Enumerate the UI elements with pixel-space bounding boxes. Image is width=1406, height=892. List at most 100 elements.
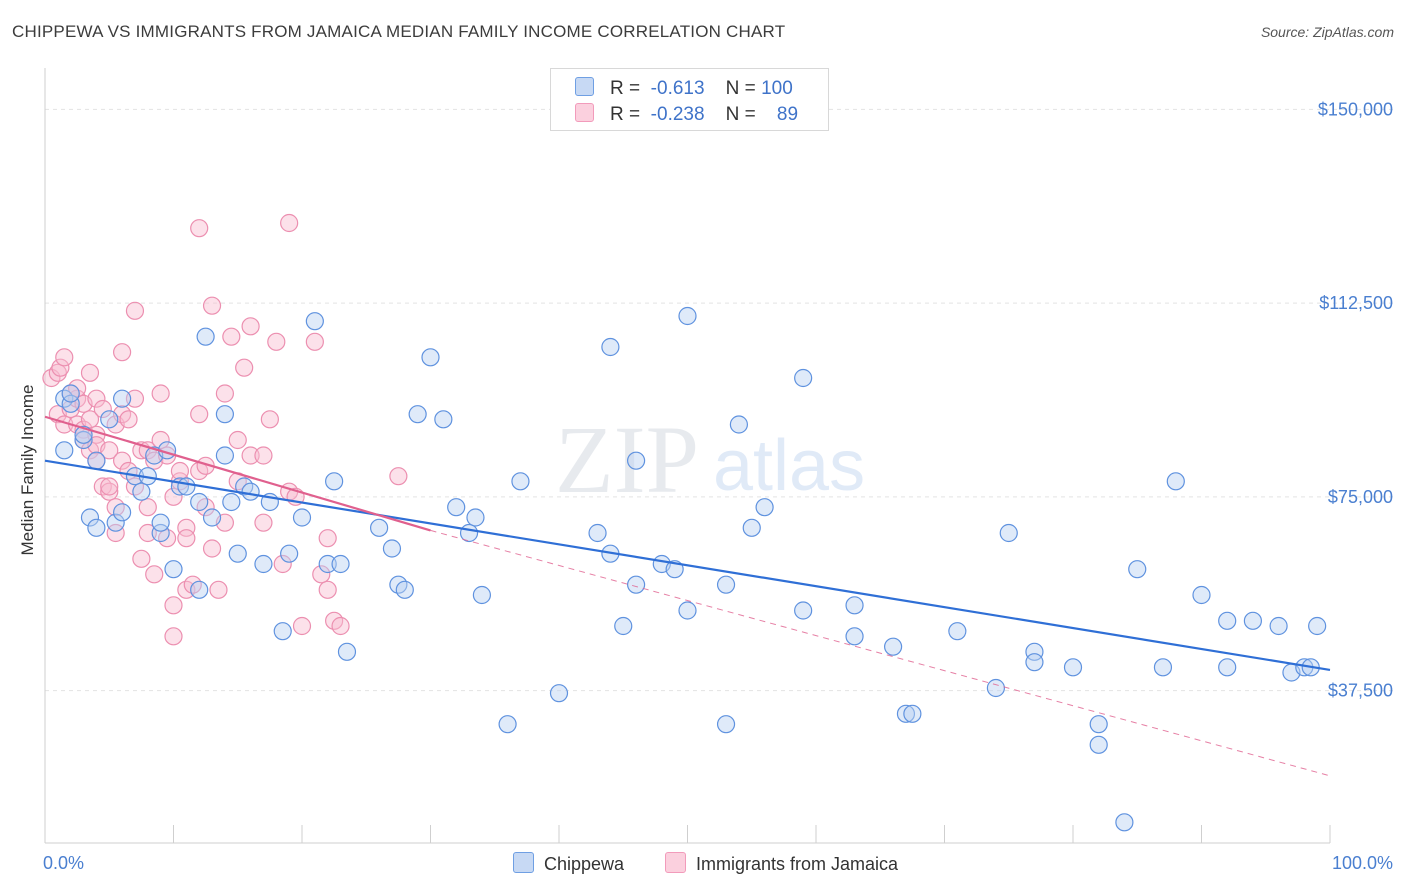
legend-row-chippewa: R = -0.613 N = 100 — [575, 77, 793, 99]
jamaica-point — [267, 332, 286, 351]
chippewa-point — [382, 539, 402, 558]
jamaica-point — [106, 523, 125, 543]
chippewa-point — [1166, 472, 1185, 491]
chippewa-point — [151, 513, 170, 532]
chippewa-point — [196, 327, 215, 346]
series-jamaica-points — [42, 213, 408, 646]
chippewa-point — [1153, 658, 1173, 677]
chippewa-point — [742, 518, 761, 537]
chippewa-point — [74, 425, 93, 444]
chippewa-point — [1128, 560, 1147, 579]
y-axis-label: Median Family Income — [18, 384, 37, 555]
jamaica-point — [389, 467, 408, 486]
chippewa-point — [132, 482, 151, 501]
chippewa-point — [87, 451, 106, 470]
chippewa-point — [794, 368, 813, 388]
bottom-legend-label-chippewa: Chippewa — [544, 854, 625, 874]
y-tick-label: $150,000 — [1318, 99, 1393, 119]
jamaica-point — [235, 358, 254, 377]
x-tick-labels: 0.0% 100.0% — [43, 853, 1393, 873]
legend-r-value-jamaica: -0.238 — [650, 104, 705, 125]
chippewa-point — [325, 472, 344, 491]
chippewa-point — [164, 560, 183, 579]
chippewa-point — [177, 477, 196, 496]
jamaica-point — [222, 327, 241, 346]
chippewa-point — [273, 622, 292, 641]
source-label: Source: ZipAtlas.com — [1260, 24, 1394, 40]
chippewa-point — [1218, 611, 1237, 630]
chippewa-point — [614, 616, 633, 636]
y-tick-label: $37,500 — [1328, 681, 1393, 701]
jamaica-point — [112, 451, 132, 470]
chippewa-point — [280, 544, 299, 563]
chippewa-point — [447, 498, 466, 517]
jamaica-point — [177, 529, 196, 548]
chippewa-point — [755, 498, 774, 517]
chippewa-point — [190, 492, 209, 512]
bottom-legend-chippewa: Chippewa — [513, 852, 624, 875]
chippewa-point — [222, 492, 241, 512]
chippewa-point — [151, 523, 170, 543]
chippewa-point — [61, 384, 80, 403]
chippewa-point — [903, 704, 922, 723]
jamaica-point — [80, 410, 100, 429]
chippewa-point — [678, 601, 697, 620]
legend-r-value-chippewa: -0.613 — [650, 78, 705, 99]
legend-row-jamaica: R = -0.238 N = 89 — [575, 103, 798, 125]
legend-n-value-jamaica: 89 — [776, 104, 799, 125]
chippewa-point — [678, 306, 697, 326]
y-tick-label: $112,500 — [1319, 293, 1393, 313]
jamaica-point — [80, 363, 100, 382]
legend-r-label: R = — [610, 104, 641, 125]
bottom-legend-jamaica: Immigrants from Jamaica — [665, 852, 898, 875]
jamaica-point — [112, 343, 132, 362]
jamaica-point — [138, 523, 157, 543]
chippewa-point — [896, 704, 916, 723]
chippewa-point — [55, 441, 74, 460]
jamaica-point — [55, 348, 74, 367]
chippewa-point — [395, 580, 414, 599]
watermark: ZIP atlas — [555, 406, 865, 513]
chippewa-point — [626, 575, 646, 594]
chippewa-point — [626, 451, 646, 470]
chippewa-point — [80, 508, 100, 527]
jamaica-point — [260, 410, 279, 429]
chart-title: CHIPPEWA VS IMMIGRANTS FROM JAMAICA MEDI… — [12, 22, 786, 41]
jamaica-point — [318, 529, 337, 548]
chippewa-point — [305, 312, 324, 331]
y-tick-labels: $37,500 $75,000 $112,500 $150,000 — [1318, 99, 1393, 700]
chippewa-point — [190, 580, 209, 599]
chippewa-point — [1025, 642, 1044, 661]
legend-swatch-jamaica — [575, 103, 594, 122]
jamaica-point — [215, 384, 234, 403]
jamaica-point — [254, 446, 273, 465]
stats-legend: R = -0.613 N = 100 R = -0.238 N = 89 — [550, 68, 829, 131]
jamaica-point — [190, 405, 209, 424]
legend-n-value-chippewa: 100 — [761, 78, 793, 99]
chippewa-point — [228, 544, 247, 563]
chippewa-point — [112, 503, 132, 522]
jamaica-point — [100, 482, 119, 501]
jamaica-point — [209, 580, 228, 599]
chippewa-point — [331, 554, 350, 574]
jamaica-point — [254, 513, 273, 532]
chippewa-point — [1089, 735, 1108, 754]
jamaica-point — [100, 477, 119, 496]
chippewa-point — [202, 508, 222, 527]
chippewa-point — [716, 575, 736, 594]
legend-n-label: N = — [725, 104, 756, 125]
jamaica-point — [177, 518, 196, 537]
series-chippewa-points — [55, 306, 1327, 832]
jamaica-point — [93, 399, 112, 419]
jamaica-point — [228, 430, 247, 450]
y-tick-label: $75,000 — [1328, 487, 1393, 507]
chippewa-point — [549, 684, 569, 703]
jamaica-point — [151, 384, 170, 403]
trend-line-jamaica — [44, 415, 431, 532]
chippewa-point — [74, 430, 93, 450]
jamaica-point — [273, 554, 292, 574]
chippewa-point — [241, 482, 260, 501]
jamaica-point — [125, 389, 145, 408]
jamaica-point — [119, 410, 138, 429]
jamaica-point — [292, 616, 312, 636]
